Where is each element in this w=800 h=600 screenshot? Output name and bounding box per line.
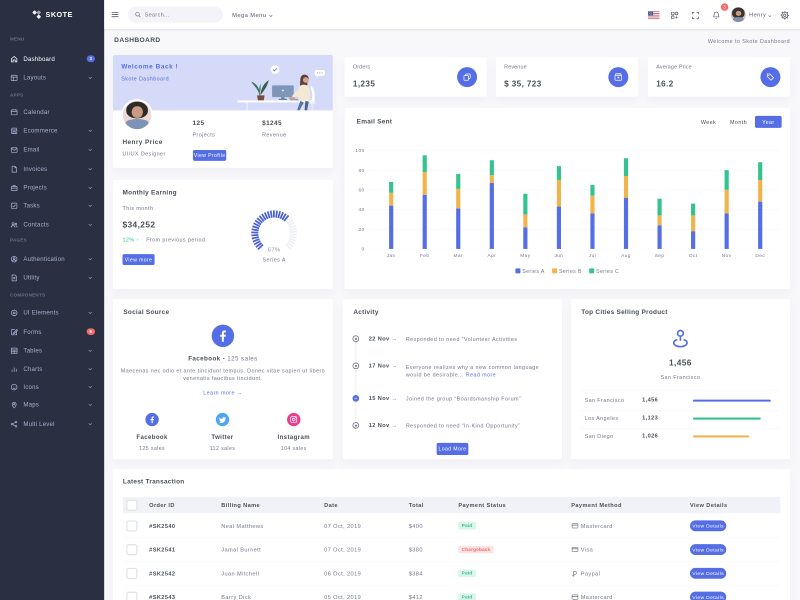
- svg-text:Aug: Aug: [621, 253, 631, 259]
- svg-text:Dec: Dec: [755, 253, 765, 259]
- svg-text:Jun: Jun: [554, 253, 563, 259]
- svg-text:0: 0: [362, 247, 365, 253]
- svg-text:May: May: [520, 253, 530, 259]
- svg-text:20: 20: [358, 227, 364, 233]
- svg-text:Mar: Mar: [454, 253, 463, 259]
- svg-text:80: 80: [358, 168, 364, 174]
- svg-text:60: 60: [358, 188, 364, 194]
- svg-text:40: 40: [358, 207, 364, 213]
- svg-text:Apr: Apr: [488, 253, 497, 259]
- svg-text:Jan: Jan: [387, 253, 396, 259]
- svg-text:Sep: Sep: [655, 253, 665, 259]
- svg-text:Oct: Oct: [689, 253, 698, 259]
- svg-text:Feb: Feb: [420, 253, 429, 259]
- svg-text:Jul: Jul: [589, 253, 596, 259]
- svg-text:Nov: Nov: [722, 253, 732, 259]
- svg-text:100: 100: [355, 148, 364, 154]
